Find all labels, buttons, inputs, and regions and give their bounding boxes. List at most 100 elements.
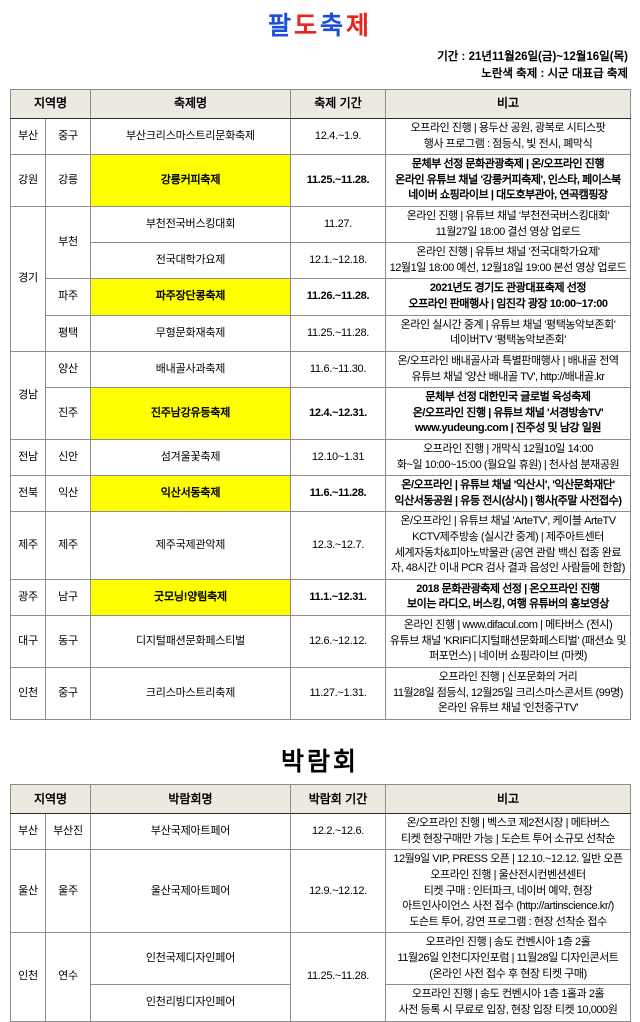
remark-line: 온/오프라인 | 유튜브 채널 '익산시', '익산문화재단' [401, 479, 615, 492]
cell-province: 인천 [10, 932, 46, 1022]
remark-line: 아트인사이언스 사전 접수 (http://artinscience.kr/) [402, 900, 614, 913]
cell-event-period: 12.6.~12.12. [290, 615, 386, 668]
table-row: 부산 중구 부산크리스마스트리문화축제 12.4.~1.9. 오프라인 진행 | 용두산… [10, 117, 631, 156]
cell-event-period: 11.25.~11.28. [290, 314, 386, 352]
cell-event-name: 전국대학가요제 [90, 242, 291, 280]
cell-event-period: 11.6.~11.30. [290, 350, 386, 389]
table-row: 전북 익산 익산서동축제 11.6.~11.28. 온/오프라인 | 유튜브 채널 '익… [10, 475, 631, 513]
remark-line: 온/오프라인 배내골사과 특별판매행사 | 배내골 전역 [397, 354, 619, 367]
cell-event-name: 부산크리스마스트리문화축제 [90, 117, 291, 156]
cell-province: 전남 [10, 438, 46, 477]
festival-header-row: 지역명 축제명 축제 기간 비고 [10, 89, 631, 119]
remark-line: 문체부 선정 대한민국 글로벌 육성축제 [425, 391, 591, 404]
cell-event-period: 12.2.~12.6. [290, 813, 386, 851]
table-row: 평택 무형문화재축제 11.25.~11.28. 온라인 실시간 중계 | 유튜브 채… [11, 314, 631, 352]
cell-event-period: 11.6.~11.28. [290, 475, 386, 513]
cell-event-name: 배내골사과축제 [90, 350, 291, 389]
cell-event-period: 11.26.~11.28. [290, 278, 386, 316]
title-char-1: 도 [293, 12, 320, 40]
remark-line: 유튜브 채널 '양산 배내골 TV', http://배내골.kr [411, 370, 605, 383]
festival-table-head: 지역명 축제명 축제 기간 비고 [10, 89, 631, 119]
remark-line: 온/오프라인 진행 | 벡스코 제2전시장 | 메타버스 [406, 817, 610, 830]
remark-line: 온라인 유튜브 채널 '인천중구TV' [437, 702, 579, 715]
cell-province: 경기 [10, 206, 46, 352]
cell-event-period: 12.9.~12.12. [290, 849, 386, 934]
cell-city: 강릉 [45, 154, 91, 208]
table-row: 인천 중구 크리스마스트리축제 11.27.~1.31. 오프라인 진행 | 신포문화의… [10, 666, 631, 720]
remark-line: 자, 48시간 이내 PCR 검사 결과 음성인 사람들에 한함) [391, 562, 625, 575]
col-header-festival-name: 축제명 [90, 89, 291, 119]
remark-line: 퍼포먼스) | 네이버 쇼핑라이브 (마켓) [429, 650, 587, 663]
cell-event-period: 12.10~1.31 [290, 438, 386, 477]
cell-province: 대구 [10, 615, 46, 668]
cell-city: 부천 [45, 206, 91, 280]
col-header-remarks: 비고 [385, 784, 631, 815]
cell-remarks: 온라인 진행 | 유튜브 채널 '부천전국버스킹대회' 11월27일 18:00 … [385, 206, 631, 244]
festival-table-body: 부산 중구 부산크리스마스트리문화축제 12.4.~1.9. 오프라인 진행 | 용두산… [10, 117, 631, 720]
cell-event-name: 디지털패션문화페스티벌 [90, 615, 291, 668]
cell-province: 제주 [10, 511, 46, 580]
remark-line: (온라인 사전 접수 후 현장 티켓 구매) [429, 967, 587, 980]
expo-section-title: 박람회 [280, 747, 359, 776]
cell-city: 연수 [45, 932, 91, 1022]
cell-province: 울산 [10, 849, 46, 934]
cell-remarks: 오프라인 진행 | 개막식 12월10일 14:00 화~일 10:00~15:0… [385, 438, 631, 477]
remark-line: 유튜브 채널 'KRIFI디지털패션문화페스티벌' (패션쇼 및 [389, 634, 627, 647]
remark-line: 온라인 진행 | 유튜브 채널 '부천전국버스킹대회' [406, 210, 610, 223]
cell-city: 부산진 [45, 813, 91, 851]
remark-line: 오프라인 판매행사 | 임진각 광장 10:00~17:00 [408, 298, 608, 311]
remark-line: 티켓 현장구매만 가능 | 도슨트 투어 소규모 선착순 [400, 832, 616, 845]
cell-remarks: 오프라인 진행 | 신포문화의 거리 11월28일 점등식, 12월25일 크리스… [385, 666, 631, 720]
cell-remarks: 온/오프라인 | 유튜브 채널 '익산시', '익산문화재단' 익산서동공원 | … [385, 475, 631, 513]
cell-event-name: 부산국제아트페어 [90, 813, 291, 851]
expo-table-head: 지역명 박람회명 박람회 기간 비고 [10, 784, 631, 815]
cell-event-period: 11.27. [290, 206, 386, 244]
cell-remarks: 2021년도 경기도 관광대표축제 선정 오프라인 판매행사 | 임진각 광장 1… [385, 278, 631, 316]
col-header-festival-period: 축제 기간 [290, 89, 386, 119]
expo-table-body: 부산 부산진 부산국제아트페어 12.2.~12.6. 온/오프라인 진행 | 벡스코 … [10, 813, 631, 1022]
table-row: 울산 울주 울산국제아트페어 12.9.~12.12. 12월9일 VIP, PRESS… [10, 849, 631, 934]
cell-province: 경남 [10, 350, 46, 440]
title-char-3: 제 [346, 12, 373, 40]
cell-event-name: 울산국제아트페어 [90, 849, 291, 934]
remark-line: 오프라인 진행 | 울산전시컨벤션센터 [430, 869, 586, 882]
cell-remarks: 온라인 실시간 중계 | 유튜브 채널 '평택농악보존회' 네이버TV '평택농악… [385, 314, 631, 352]
table-row: 전국대학가요제 12.1.~12.18. 온라인 진행 | 유튜브 채널 '전국대학… [11, 242, 631, 280]
cell-event-name: 진주남강유등축제 [90, 387, 291, 440]
festival-table: 지역명 축제명 축제 기간 비고 부산 중구 부산크리스마스트리문화축제 12.4.~… [10, 89, 631, 720]
remark-line: 온라인 유튜브 채널 '강릉커피축제', 인스타, 페이스북 [395, 173, 621, 186]
table-row: 인천 연수 인천국제디자인페어 11.25.~11.28. 오프라인 진행 | 송도 컨… [10, 932, 631, 1022]
cell-city: 양산 [45, 350, 91, 389]
cell-city: 평택 [45, 314, 91, 352]
col-header-region: 지역명 [10, 89, 91, 119]
remark-line: 온/오프라인 진행 | 유튜브 채널 '서경방송TV' [412, 406, 604, 419]
expo-table: 지역명 박람회명 박람회 기간 비고 부산 부산진 부산국제아트페어 12.2.~12… [10, 784, 631, 1022]
col-header-region: 지역명 [10, 784, 91, 815]
title-char-0: 팔 [267, 12, 294, 40]
table-row: 광주 남구 굿모닝!양림축제 11.1.~12.31. 2018 문화관광축제 선정 |… [10, 578, 631, 617]
cell-event-period: 11.27.~1.31. [290, 666, 386, 720]
remark-line: 행사 프로그램 : 점등식, 빛 전시, 폐막식 [423, 137, 593, 150]
cell-event-name: 인천국제디자인페어 [90, 932, 291, 986]
remark-line: 문체부 선정 문화관광축제 | 온/오프라인 진행 [411, 158, 605, 171]
cell-province: 인천 [10, 666, 46, 720]
cell-province: 부산 [10, 813, 46, 851]
festival-period-note: 기간 : 21년11월26일(금)~12월16일(목) [437, 50, 628, 63]
cell-province: 광주 [10, 578, 46, 617]
table-row: 강원 강릉 강릉커피축제 11.25.~11.28. 문체부 선정 문화관광축제 | 온… [10, 154, 631, 208]
remark-line: 보이는 라디오, 버스킹, 여행 유튜버의 홍보영상 [407, 598, 609, 611]
remark-line: 2018 문화관광축제 선정 | 온오프라인 진행 [416, 582, 600, 595]
cell-event-name: 섬겨울꽃축제 [90, 438, 291, 477]
cell-city: 울주 [45, 849, 91, 934]
remark-line: 네이버TV '평택농악보존회' [450, 334, 566, 347]
remark-line: 티켓 구매 : 인터파크, 네이버 예약, 현장 [423, 884, 593, 897]
cell-event-name: 강릉커피축제 [90, 154, 291, 208]
col-header-expo-name: 박람회명 [90, 784, 291, 815]
remark-line: 오프라인 진행 | 송도 컨벤시아 1층 1홀과 2홀 [411, 988, 605, 1001]
table-row: 부산 부산진 부산국제아트페어 12.2.~12.6. 온/오프라인 진행 | 벡스코 … [10, 813, 631, 851]
remark-line: 12월1일 18:00 예선, 12월18일 19:00 본선 영상 업로드 [389, 261, 627, 274]
cell-event-period: 12.3.~12.7. [290, 511, 386, 580]
